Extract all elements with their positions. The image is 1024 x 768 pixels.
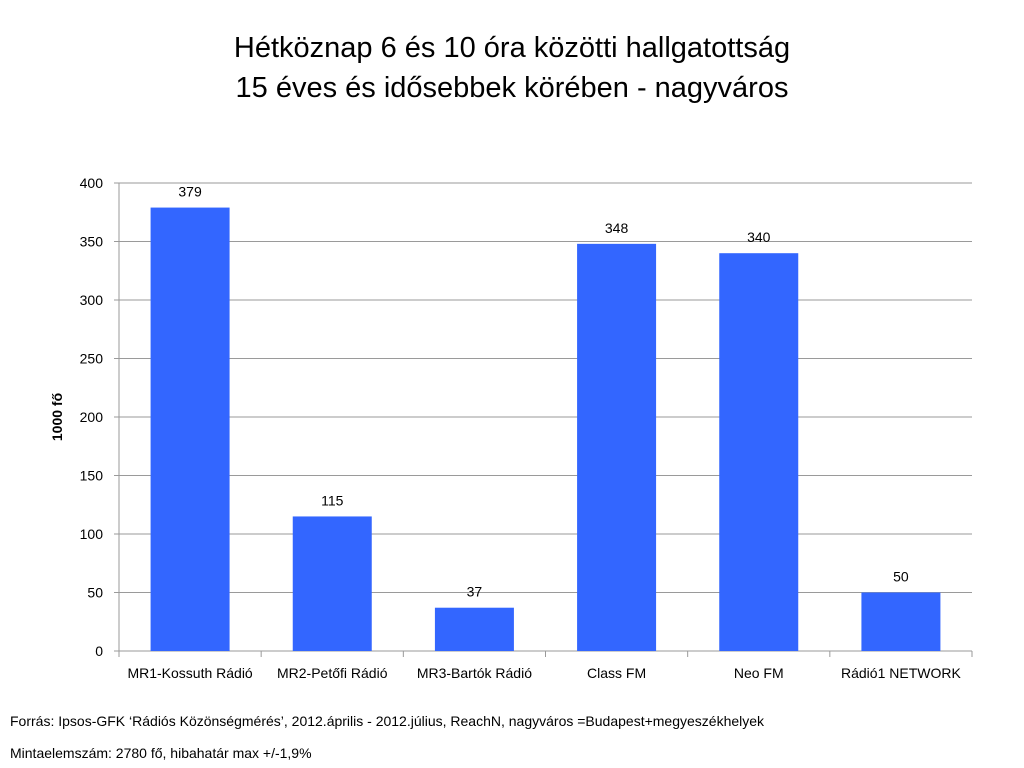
data-label: 340 xyxy=(747,229,771,245)
bar-chart: 0 50 100 150 200 250 300 350 400 1000 fő 379 MR1-Ko… xyxy=(49,175,973,681)
y-tick-label: 50 xyxy=(87,585,103,601)
sample-note: Mintaelemszám: 2780 fő, hibahatár max +/… xyxy=(10,745,312,761)
y-tick-label: 200 xyxy=(80,409,104,425)
y-axis-label: 1000 fő xyxy=(49,393,65,441)
data-label: 348 xyxy=(605,220,629,236)
data-label: 379 xyxy=(178,184,202,200)
bar xyxy=(577,243,657,651)
x-tick-label: Rádió1 NETWORK xyxy=(841,665,961,681)
bar xyxy=(292,516,372,651)
data-label: 37 xyxy=(467,584,483,600)
y-tick-label: 400 xyxy=(80,175,104,191)
source-note: Forrás: Ipsos-GFK ‘Rádiós Közönségmérés’… xyxy=(10,713,765,729)
y-tick-label: 150 xyxy=(80,468,104,484)
x-tick-label: MR1-Kossuth Rádió xyxy=(127,665,252,681)
x-tick-label: MR3-Bartók Rádió xyxy=(417,665,532,681)
chart-title-line1: Hétköznap 6 és 10 óra közötti hallgatott… xyxy=(233,32,791,64)
bar xyxy=(434,607,514,651)
y-tick-label: 300 xyxy=(80,292,104,308)
y-tick-label: 100 xyxy=(80,526,104,542)
bar xyxy=(150,207,230,651)
data-label: 115 xyxy=(321,492,344,508)
data-label: 50 xyxy=(893,569,909,585)
x-tick-label: MR2-Petőfi Rádió xyxy=(277,665,388,681)
chart-title: Hétköznap 6 és 10 óra közötti hallgatott… xyxy=(0,28,1024,108)
bar xyxy=(861,592,941,651)
y-tick-label: 350 xyxy=(80,234,104,250)
y-tick-label: 250 xyxy=(80,351,104,367)
x-tick-label: Neo FM xyxy=(734,665,784,681)
y-tick-label: 0 xyxy=(95,643,103,659)
bar xyxy=(719,253,799,651)
chart-title-line2: 15 éves és idősebbek körében - nagyváros xyxy=(235,72,789,104)
x-tick-label: Class FM xyxy=(587,665,646,681)
